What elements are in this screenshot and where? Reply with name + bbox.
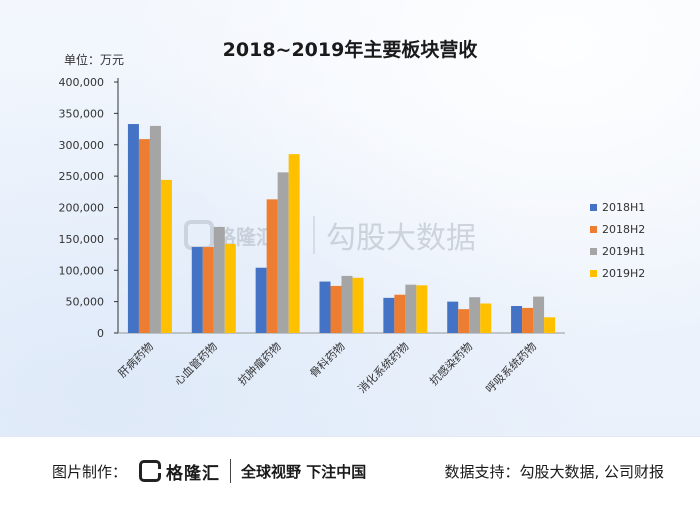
bar-2019h2: [224, 243, 236, 333]
bar-2018h2: [458, 309, 470, 333]
legend-label: 2018H1: [602, 201, 645, 214]
watermark-text: 勾股大数据: [326, 221, 476, 256]
bar-2019h1: [341, 275, 353, 333]
unit-label: 单位：万元: [64, 52, 124, 67]
watermark-logo-icon: [184, 220, 214, 250]
bar-2019h1: [469, 297, 481, 333]
x-tick-label: 消化系统药物: [355, 339, 412, 396]
bar-2018h2: [202, 247, 214, 333]
bar-2018h1: [383, 297, 395, 333]
chart-title: 2018~2019年主要板块营收: [223, 38, 478, 61]
legend-label: 2019H1: [602, 245, 645, 258]
legend-label: 2018H2: [602, 223, 645, 236]
y-tick-label: 150,000: [59, 233, 105, 246]
bar-2019h1: [213, 226, 225, 333]
y-tick-label: 250,000: [59, 170, 105, 183]
bar-2019h2: [352, 277, 364, 333]
x-tick-label: 呼吸系统药物: [483, 339, 540, 396]
x-tick-label: 骨科药物: [307, 339, 348, 380]
footer: 图片制作： 格隆汇 全球视野 下注中国 数据支持：勾股大数据, 公司财报: [0, 436, 700, 505]
bar-2018h1: [191, 247, 203, 333]
bar-chart: 2018~2019年主要板块营收 单位：万元 格隆汇 勾股大数据 050,000…: [59, 38, 646, 396]
logo-text: 格隆汇: [166, 463, 221, 484]
bar-2018h1: [319, 281, 331, 333]
bar-2019h1: [533, 296, 545, 333]
bar-2018h1: [447, 301, 459, 333]
y-tick-label: 300,000: [59, 139, 105, 152]
y-tick-label: 50,000: [66, 296, 105, 309]
bar-2018h2: [266, 199, 278, 333]
y-tick-label: 350,000: [59, 107, 105, 120]
bar-2019h1: [277, 172, 289, 333]
bar-2018h2: [330, 285, 342, 333]
bar-2018h1: [127, 124, 139, 333]
legend-swatch: [590, 226, 597, 233]
bar-2019h2: [288, 154, 300, 333]
bar-2018h2: [138, 139, 150, 333]
bar-2018h2: [522, 307, 534, 333]
bars: [127, 124, 556, 333]
slogan: 全球视野 下注中国: [241, 462, 367, 481]
bar-2018h2: [394, 294, 406, 333]
legend: 2018H1 2018H2 2019H1 2019H2: [590, 201, 645, 280]
y-tick-label: 200,000: [59, 202, 105, 215]
bar-2019h2: [160, 179, 172, 333]
credit-label: 图片制作：: [52, 462, 128, 481]
legend-swatch: [590, 248, 597, 255]
y-tick-label: 400,000: [59, 76, 105, 89]
footer-logo: 格隆汇: [139, 459, 220, 484]
x-tick-label: 抗肿瘤药物: [235, 339, 284, 388]
x-tick-label: 肝病药物: [115, 339, 156, 380]
bar-2019h1: [149, 125, 161, 333]
y-tick-label: 0: [97, 327, 104, 340]
y-tick-label: 100,000: [59, 264, 105, 277]
x-tick-label: 抗感染药物: [427, 339, 476, 388]
data-source: 数据支持：勾股大数据, 公司财报: [444, 462, 664, 481]
bar-2019h2: [416, 285, 428, 333]
bar-2018h1: [511, 306, 523, 333]
bar-2018h1: [255, 267, 267, 333]
legend-swatch: [590, 270, 597, 277]
logo-icon: [139, 460, 162, 482]
legend-swatch: [590, 204, 597, 211]
legend-label: 2019H2: [602, 267, 645, 280]
bar-2019h2: [480, 303, 492, 333]
x-tick-label: 心血管药物: [171, 339, 220, 388]
bar-2019h2: [544, 317, 556, 333]
chart-card: 2018~2019年主要板块营收 单位：万元 格隆汇 勾股大数据 0 50,000…: [0, 0, 700, 436]
footer-divider: [230, 459, 232, 483]
bar-2019h1: [405, 284, 417, 333]
